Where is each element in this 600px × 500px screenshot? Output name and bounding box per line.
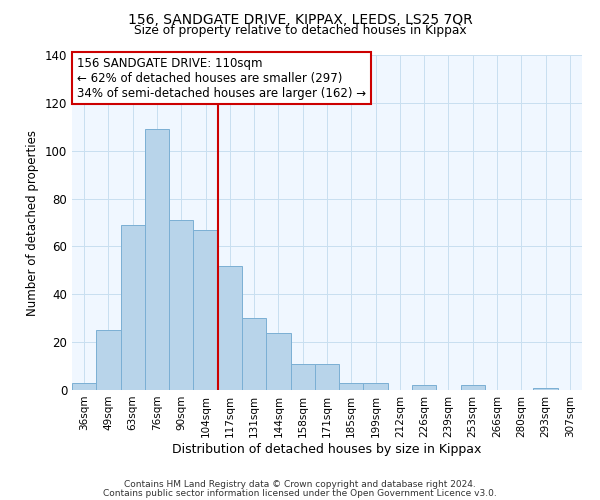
- Text: Contains HM Land Registry data © Crown copyright and database right 2024.: Contains HM Land Registry data © Crown c…: [124, 480, 476, 489]
- X-axis label: Distribution of detached houses by size in Kippax: Distribution of detached houses by size …: [172, 442, 482, 456]
- Bar: [364, 383, 388, 390]
- Bar: [533, 388, 558, 390]
- Bar: [121, 225, 145, 390]
- Bar: [242, 318, 266, 390]
- Text: Size of property relative to detached houses in Kippax: Size of property relative to detached ho…: [134, 24, 466, 37]
- Bar: [193, 230, 218, 390]
- Bar: [96, 330, 121, 390]
- Bar: [72, 383, 96, 390]
- Bar: [145, 129, 169, 390]
- Text: 156 SANDGATE DRIVE: 110sqm
← 62% of detached houses are smaller (297)
34% of sem: 156 SANDGATE DRIVE: 110sqm ← 62% of deta…: [77, 56, 366, 100]
- Bar: [290, 364, 315, 390]
- Text: 156, SANDGATE DRIVE, KIPPAX, LEEDS, LS25 7QR: 156, SANDGATE DRIVE, KIPPAX, LEEDS, LS25…: [128, 12, 472, 26]
- Bar: [461, 385, 485, 390]
- Text: Contains public sector information licensed under the Open Government Licence v3: Contains public sector information licen…: [103, 488, 497, 498]
- Bar: [412, 385, 436, 390]
- Bar: [266, 332, 290, 390]
- Y-axis label: Number of detached properties: Number of detached properties: [26, 130, 39, 316]
- Bar: [315, 364, 339, 390]
- Bar: [169, 220, 193, 390]
- Bar: [218, 266, 242, 390]
- Bar: [339, 383, 364, 390]
